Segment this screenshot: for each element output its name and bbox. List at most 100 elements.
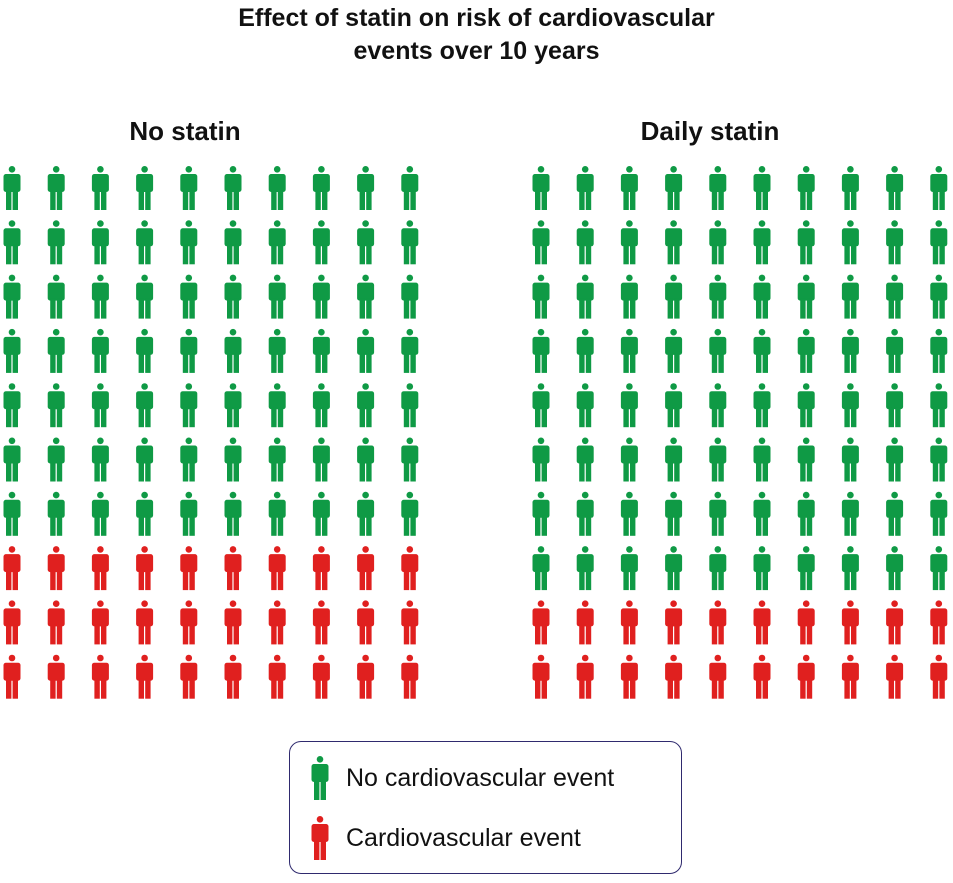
person-icon-no-event: [47, 383, 65, 428]
person-icon-no-event: [797, 546, 815, 591]
person-icon-no-event: [47, 220, 65, 265]
person-icon-no-event: [3, 328, 21, 373]
person-icon-event: [753, 600, 771, 645]
person-icon-event: [620, 654, 638, 699]
person-icon-event: [620, 600, 638, 645]
person-icon-no-event: [47, 166, 65, 210]
legend-swatch-no-event: [311, 756, 329, 800]
person-icon-event: [357, 600, 375, 645]
person-icon-no-event: [665, 166, 683, 210]
person-icon-no-event: [136, 166, 154, 210]
person-icon-no-event: [401, 274, 419, 319]
person-icon-event: [268, 546, 286, 591]
person-icon-no-event: [620, 383, 638, 428]
person-icon-no-event: [312, 437, 330, 482]
chart-title-line-2: events over 10 years: [353, 37, 600, 65]
person-icon-no-event: [886, 437, 904, 482]
person-icon-event: [886, 654, 904, 699]
person-icon-no-event: [930, 274, 948, 319]
person-icon-no-event: [136, 491, 154, 536]
panel-title-daily-statin: Daily statin: [640, 116, 780, 146]
person-icon-no-event: [312, 274, 330, 319]
person-icon-no-event: [797, 491, 815, 536]
person-icon-no-event: [620, 437, 638, 482]
person-icon-event: [136, 654, 154, 699]
person-icon-no-event: [47, 274, 65, 319]
legend-swatch-event: [311, 816, 329, 860]
person-icon-no-event: [709, 383, 727, 428]
person-icon-no-event: [136, 437, 154, 482]
person-icon-event: [357, 546, 375, 591]
person-icon-no-event: [576, 546, 594, 591]
person-icon-event: [357, 654, 375, 699]
person-icon-no-event: [841, 274, 859, 319]
person-icon-no-event: [665, 383, 683, 428]
person-icon-no-event: [576, 166, 594, 210]
person-icon-no-event: [268, 437, 286, 482]
person-icon-no-event: [136, 220, 154, 265]
person-icon-no-event: [268, 328, 286, 373]
person-icon-no-event: [3, 220, 21, 265]
legend-label-event: Cardiovascular event: [346, 823, 581, 852]
person-icon-no-event: [753, 437, 771, 482]
person-icon-event: [268, 600, 286, 645]
person-icon-no-event: [797, 166, 815, 210]
person-icon-no-event: [91, 220, 109, 265]
pictogram-chart: [3, 166, 948, 699]
person-icon-no-event: [224, 437, 242, 482]
person-icon-event: [3, 546, 21, 591]
person-icon-no-event: [180, 166, 198, 210]
person-icon-event: [532, 600, 550, 645]
person-icon-no-event: [91, 491, 109, 536]
person-icon-event: [312, 546, 330, 591]
person-icon-no-event: [620, 546, 638, 591]
person-icon-event: [224, 654, 242, 699]
person-icon-no-event: [665, 491, 683, 536]
person-icon-event: [576, 654, 594, 699]
person-icon-no-event: [709, 274, 727, 319]
person-icon-no-event: [268, 491, 286, 536]
person-icon-event: [797, 600, 815, 645]
person-icon-no-event: [357, 328, 375, 373]
person-icon-no-event: [401, 437, 419, 482]
person-icon-no-event: [797, 437, 815, 482]
person-icon-event: [709, 600, 727, 645]
person-icon-no-event: [136, 274, 154, 319]
person-icon-no-event: [665, 220, 683, 265]
person-icon-event: [224, 546, 242, 591]
person-icon-no-event: [401, 328, 419, 373]
person-icon-no-event: [797, 274, 815, 319]
person-icon-no-event: [930, 491, 948, 536]
person-icon-no-event: [401, 491, 419, 536]
person-icon: [311, 756, 329, 800]
person-icon-no-event: [532, 491, 550, 536]
person-icon-no-event: [576, 274, 594, 319]
person-icon-event: [841, 600, 859, 645]
person-icon-no-event: [3, 491, 21, 536]
person-icon-no-event: [620, 328, 638, 373]
person-icon-no-event: [753, 166, 771, 210]
person-icon-event: [136, 600, 154, 645]
person-icon-no-event: [401, 383, 419, 428]
person-icon-event: [180, 600, 198, 645]
person-icon-no-event: [180, 491, 198, 536]
person-icon-event: [841, 654, 859, 699]
person-icon-no-event: [180, 328, 198, 373]
person-icon-no-event: [357, 166, 375, 210]
person-icon-event: [930, 600, 948, 645]
person-icon-event: [91, 654, 109, 699]
person-icon-event: [886, 600, 904, 645]
person-icon-no-event: [224, 491, 242, 536]
person-icon-no-event: [620, 166, 638, 210]
person-icon-event: [268, 654, 286, 699]
person-icon-event: [91, 546, 109, 591]
person-icon-event: [47, 600, 65, 645]
person-icon-no-event: [709, 166, 727, 210]
person-icon-event: [797, 654, 815, 699]
person-icon-event: [3, 600, 21, 645]
person-icon-no-event: [620, 274, 638, 319]
person-icon-event: [3, 654, 21, 699]
person-icon-no-event: [91, 166, 109, 210]
person-icon-no-event: [47, 328, 65, 373]
person-icon-no-event: [532, 274, 550, 319]
